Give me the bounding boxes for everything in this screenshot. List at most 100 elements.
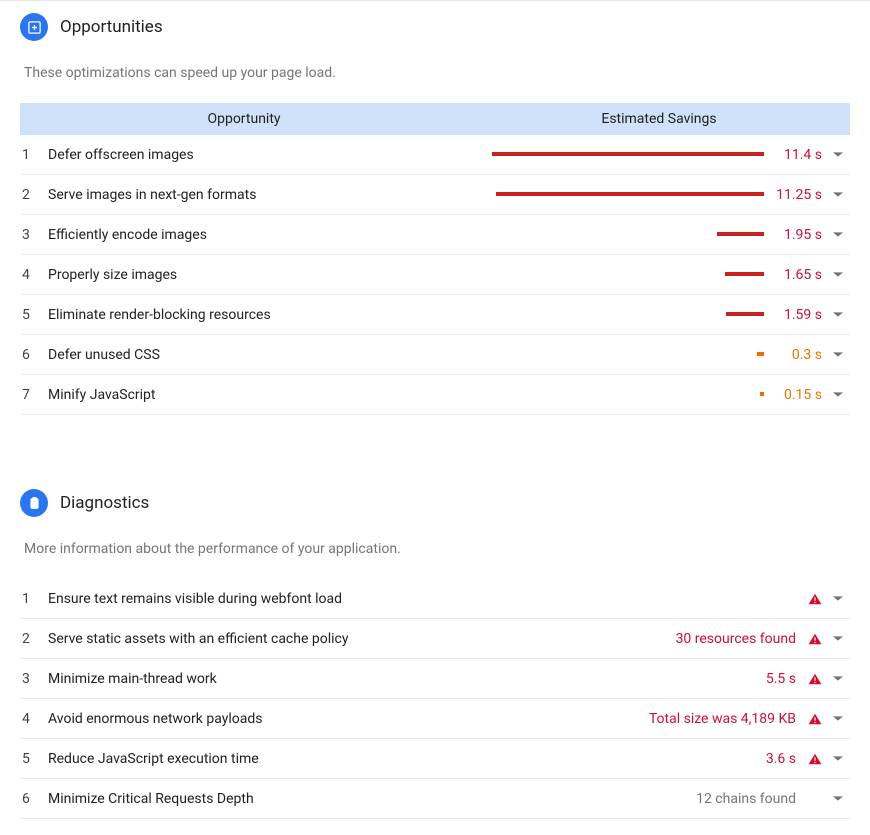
opportunity-row[interactable]: 2Serve images in next-gen formats 11.25 s: [20, 175, 850, 215]
savings-value: 0.15 s: [772, 387, 826, 403]
column-header-savings: Estimated Savings: [468, 111, 850, 127]
opportunity-row[interactable]: 3Efficiently encode images 1.95 s: [20, 215, 850, 255]
savings-bar: [757, 352, 764, 356]
opportunity-label: Defer unused CSS: [42, 347, 462, 363]
expand-button[interactable]: [826, 152, 850, 157]
row-index: 2: [20, 187, 42, 203]
chevron-down-icon: [833, 152, 843, 156]
diagnostic-label: Ensure text remains visible during webfo…: [42, 591, 796, 607]
savings-bar: [725, 272, 764, 276]
expand-button[interactable]: [826, 192, 850, 197]
savings-bar-track: [462, 352, 764, 358]
opportunity-row[interactable]: 1Defer offscreen images11.4 s: [20, 135, 850, 175]
savings-bar: [717, 232, 764, 236]
diagnostics-title: Diagnostics: [60, 493, 149, 513]
expand-button[interactable]: [826, 232, 850, 237]
diagnostic-value: 3.6 s: [766, 751, 804, 767]
expand-button[interactable]: [826, 312, 850, 317]
savings-bar-track: [462, 232, 764, 238]
savings-bar-track: [462, 152, 764, 158]
opportunity-label: Properly size images: [42, 267, 462, 283]
diagnostic-row[interactable]: 2Serve static assets with an efficient c…: [20, 619, 850, 659]
diagnostics-description: More information about the performance o…: [20, 523, 850, 579]
row-index: 6: [20, 347, 42, 363]
expand-button[interactable]: [826, 756, 850, 761]
row-index: 3: [20, 227, 42, 243]
expand-button[interactable]: [826, 716, 850, 721]
diagnostic-value: 12 chains found: [696, 791, 804, 807]
warning-indicator: [804, 713, 826, 725]
savings-bar-track: [462, 392, 764, 398]
chevron-down-icon: [833, 192, 843, 196]
opportunities-header: Opportunities: [20, 9, 850, 47]
expand-button[interactable]: [826, 676, 850, 681]
opportunity-label: Efficiently encode images: [42, 227, 462, 243]
row-index: 4: [20, 267, 42, 283]
expand-button[interactable]: [826, 596, 850, 601]
opportunities-title: Opportunities: [60, 17, 163, 37]
diagnostic-row[interactable]: 6Minimize Critical Requests Depth12 chai…: [20, 779, 850, 819]
savings-value: 11.25 s: [772, 187, 826, 203]
diagnostic-value: Total size was 4,189 KB: [649, 711, 804, 727]
warning-triangle-icon: [808, 633, 822, 645]
opportunities-icon: [20, 13, 48, 41]
opportunity-label: Serve images in next-gen formats: [42, 187, 462, 203]
expand-button[interactable]: [826, 352, 850, 357]
chevron-down-icon: [833, 312, 843, 316]
expand-button[interactable]: [826, 796, 850, 801]
diagnostic-label: Reduce JavaScript execution time: [42, 751, 766, 767]
row-index: 4: [20, 711, 42, 727]
row-index: 6: [20, 791, 42, 807]
chevron-down-icon: [833, 392, 843, 396]
opportunities-table-header: Opportunity Estimated Savings: [20, 103, 850, 135]
diagnostic-row[interactable]: 1Ensure text remains visible during webf…: [20, 579, 850, 619]
chevron-down-icon: [833, 756, 843, 760]
warning-indicator: [804, 633, 826, 645]
chevron-down-icon: [833, 352, 843, 356]
warning-triangle-icon: [808, 753, 822, 765]
row-index: 5: [20, 751, 42, 767]
diagnostic-value: 5.5 s: [766, 671, 804, 687]
row-index: 1: [20, 591, 42, 607]
savings-bar: [492, 152, 764, 156]
opportunities-section: Opportunities These optimizations can sp…: [0, 1, 870, 431]
diagnostic-label: Serve static assets with an efficient ca…: [42, 631, 676, 647]
opportunity-row[interactable]: 4Properly size images1.65 s: [20, 255, 850, 295]
expand-button[interactable]: [826, 392, 850, 397]
diagnostic-value: 30 resources found: [676, 631, 804, 647]
row-index: 2: [20, 631, 42, 647]
opportunity-label: Defer offscreen images: [42, 147, 462, 163]
warning-indicator: [804, 673, 826, 685]
chevron-down-icon: [833, 596, 843, 600]
opportunity-row[interactable]: 6Defer unused CSS 0.3 s: [20, 335, 850, 375]
savings-bar: [726, 312, 764, 316]
diagnostic-row[interactable]: 5Reduce JavaScript execution time3.6 s: [20, 739, 850, 779]
diagnostic-row[interactable]: 4Avoid enormous network payloadsTotal si…: [20, 699, 850, 739]
column-header-opportunity: Opportunity: [20, 111, 468, 127]
warning-triangle-icon: [808, 673, 822, 685]
diagnostics-section: Diagnostics More information about the p…: [0, 477, 870, 835]
warning-indicator: [804, 593, 826, 605]
row-index: 3: [20, 671, 42, 687]
savings-bar-track: [462, 312, 764, 318]
savings-value: 11.4 s: [772, 147, 826, 163]
savings-bar-track: [462, 272, 764, 278]
opportunity-row[interactable]: 5Eliminate render-blocking resources1.59…: [20, 295, 850, 335]
warning-triangle-icon: [808, 713, 822, 725]
diagnostics-header: Diagnostics: [20, 485, 850, 523]
savings-value: 1.95 s: [772, 227, 826, 243]
expand-button[interactable]: [826, 636, 850, 641]
diagnostic-label: Minimize main-thread work: [42, 671, 766, 687]
opportunity-label: Eliminate render-blocking resources: [42, 307, 462, 323]
diagnostic-label: Minimize Critical Requests Depth: [42, 791, 696, 807]
chevron-down-icon: [833, 272, 843, 276]
diagnostic-row[interactable]: 3Minimize main-thread work5.5 s: [20, 659, 850, 699]
chevron-down-icon: [833, 676, 843, 680]
opportunities-description: These optimizations can speed up your pa…: [20, 47, 850, 103]
chevron-down-icon: [833, 232, 843, 236]
savings-bar: [496, 192, 764, 196]
warning-indicator: [804, 753, 826, 765]
expand-button[interactable]: [826, 272, 850, 277]
opportunity-row[interactable]: 7Minify JavaScript0.15 s: [20, 375, 850, 415]
savings-value: 0.3 s: [772, 347, 826, 363]
